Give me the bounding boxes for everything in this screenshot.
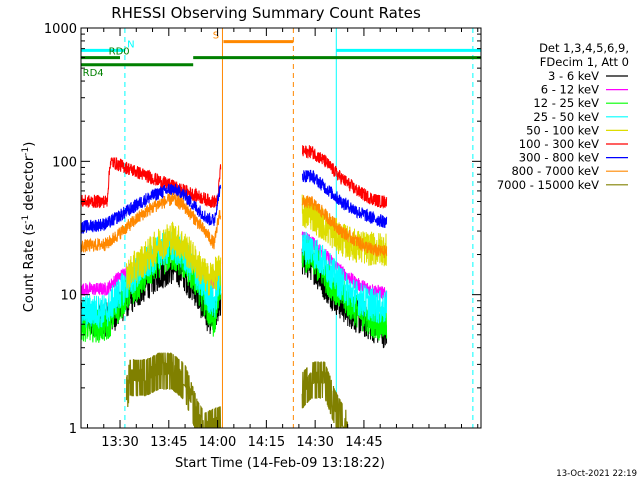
plot-frame: [80, 27, 482, 429]
legend-label-0: 3 - 6 keV: [548, 69, 599, 83]
y-axis-ticks: 1 10 100 1000: [44, 22, 481, 437]
legend: Det 1,3,4,5,6,9, FDecim 1, Att 0 3 - 6 k…: [497, 41, 629, 192]
legend-label-6: 300 - 800 keV: [519, 151, 599, 165]
series-line-7-seg-1: [301, 195, 388, 259]
state-bar-label-5: S: [213, 31, 219, 42]
x-tick-label-5: 14:45: [345, 435, 382, 450]
x-axis-label: Start Time (14-Feb-09 13:18:22): [175, 456, 385, 471]
series-line-6-seg-0: [81, 183, 222, 234]
chart-title: RHESSI Observing Summary Count Rates: [111, 4, 421, 22]
y-tick-label-2: 100: [52, 155, 77, 170]
series-group: [81, 145, 388, 428]
y-tick-label-3: 1000: [44, 22, 77, 37]
series-line-1-seg-1: [301, 231, 388, 300]
state-bar-label-0: N: [127, 39, 134, 50]
state-bar-label-3: RD4: [83, 68, 104, 79]
y-label-sup-2: -1: [21, 147, 31, 156]
legend-label-2: 12 - 25 keV: [533, 96, 599, 110]
series-line-7-seg-0: [81, 193, 222, 253]
legend-label-4: 50 - 100 keV: [526, 123, 599, 137]
legend-header-line-1: Det 1,3,4,5,6,9,: [539, 41, 629, 55]
y-tick-label-0: 1: [69, 422, 77, 437]
generation-timestamp: 13-Oct-2021 22:19: [556, 469, 637, 479]
x-tick-label-2: 14:00: [199, 435, 236, 450]
series-line-6-seg-1: [301, 169, 388, 229]
x-tick-label-0: 13:30: [101, 435, 138, 450]
state-bar-label-2: RD0: [109, 47, 130, 58]
y-label-part-1: Count Rate (s: [22, 224, 37, 313]
y-label-sup-1: -1: [21, 215, 31, 224]
y-label-part-2: detector: [22, 155, 37, 215]
legend-header-line-2: FDecim 1, Att 0: [540, 55, 629, 69]
y-axis-label: Count Rate (s-1 detector-1): [21, 142, 37, 313]
series-line-4-seg-0: [126, 221, 222, 296]
series-line-3-seg-1: [301, 231, 388, 324]
series-line-5-seg-1: [302, 145, 388, 210]
y-label-part-3: ): [22, 142, 37, 147]
legend-label-5: 100 - 300 keV: [519, 137, 599, 151]
series-line-5-seg-0: [81, 157, 222, 209]
legend-label-3: 25 - 50 keV: [533, 110, 599, 124]
legend-label-1: 6 - 12 keV: [541, 83, 599, 97]
series-line-8-seg-0: [125, 352, 222, 428]
legend-label-8: 7000 - 15000 keV: [497, 178, 599, 192]
x-axis-ticks: 13:30 13:45 14:00 14:15 14:30 14:45: [87, 28, 479, 450]
x-tick-label-4: 14:30: [296, 435, 333, 450]
x-tick-label-1: 13:45: [150, 435, 187, 450]
legend-label-7: 800 - 7000 keV: [511, 164, 599, 178]
y-tick-label-1: 10: [60, 289, 77, 304]
x-tick-label-3: 14:15: [248, 435, 285, 450]
series-line-8-seg-1: [301, 361, 349, 428]
